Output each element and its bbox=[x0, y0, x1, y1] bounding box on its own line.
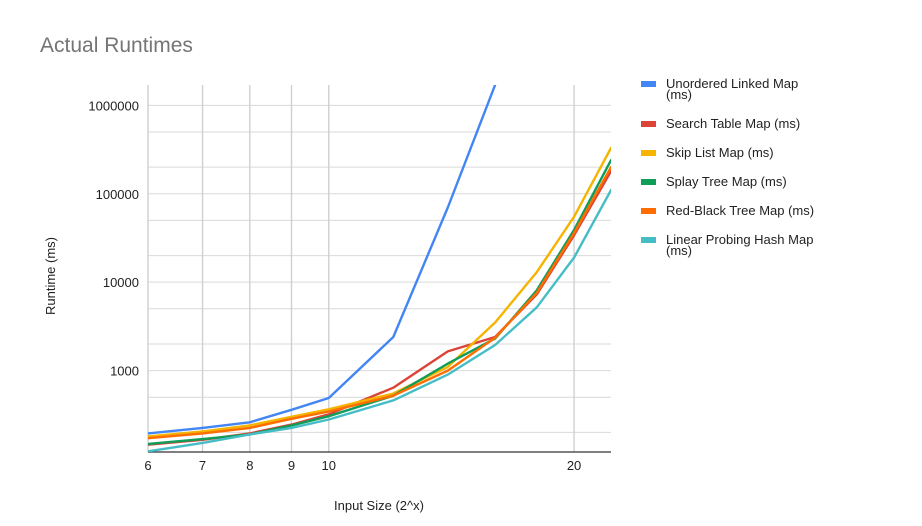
legend-item: Red-Black Tree Map (ms) bbox=[641, 203, 814, 218]
x-tick-label: 9 bbox=[288, 458, 295, 473]
grid bbox=[147, 85, 611, 453]
legend-item: Search Table Map (ms) bbox=[641, 116, 800, 131]
legend-swatch bbox=[641, 208, 656, 214]
legend-swatch bbox=[641, 179, 656, 185]
x-axis-ticks: 6 7 8 9 10 20 bbox=[144, 458, 581, 473]
y-axis-ticks: 1000 10000 100000 1000000 bbox=[88, 98, 139, 378]
y-tick-label: 1000000 bbox=[88, 98, 139, 113]
chart-title: Actual Runtimes bbox=[40, 34, 193, 57]
legend-label: Skip List Map (ms) bbox=[666, 145, 774, 160]
legend-swatch bbox=[641, 81, 656, 87]
y-tick-label: 1000 bbox=[110, 364, 139, 379]
x-tick-label: 20 bbox=[567, 458, 581, 473]
y-axis-label: Runtime (ms) bbox=[43, 237, 58, 315]
series-lines bbox=[148, 85, 611, 452]
legend-item: Unordered Linked Map (ms) bbox=[641, 76, 798, 102]
x-tick-label: 10 bbox=[322, 458, 336, 473]
series-line-5 bbox=[148, 166, 611, 440]
series-line-3 bbox=[148, 146, 611, 438]
x-tick-label: 7 bbox=[199, 458, 206, 473]
x-tick-label: 8 bbox=[246, 458, 253, 473]
y-tick-label: 100000 bbox=[96, 187, 139, 202]
legend-label: Splay Tree Map (ms) bbox=[666, 174, 787, 189]
legend-item: Skip List Map (ms) bbox=[641, 145, 774, 160]
legend-label: Search Table Map (ms) bbox=[666, 116, 800, 131]
x-axis-label: Input Size (2^x) bbox=[334, 498, 424, 513]
legend-item: Splay Tree Map (ms) bbox=[641, 174, 787, 189]
legend-label: Red-Black Tree Map (ms) bbox=[666, 203, 814, 218]
x-tick-label: 6 bbox=[144, 458, 151, 473]
legend-label: Linear Probing Hash Map (ms) bbox=[666, 232, 813, 258]
legend-swatch bbox=[641, 150, 656, 156]
legend-swatch bbox=[641, 121, 656, 127]
series-line-6 bbox=[148, 188, 611, 452]
legend: Unordered Linked Map (ms) Search Table Map… bbox=[641, 76, 814, 258]
legend-label: Unordered Linked Map (ms) bbox=[666, 76, 798, 102]
series-line-1 bbox=[148, 85, 497, 435]
legend-swatch bbox=[641, 237, 656, 243]
y-tick-label: 10000 bbox=[103, 275, 139, 290]
legend-item: Linear Probing Hash Map (ms) bbox=[641, 232, 813, 258]
